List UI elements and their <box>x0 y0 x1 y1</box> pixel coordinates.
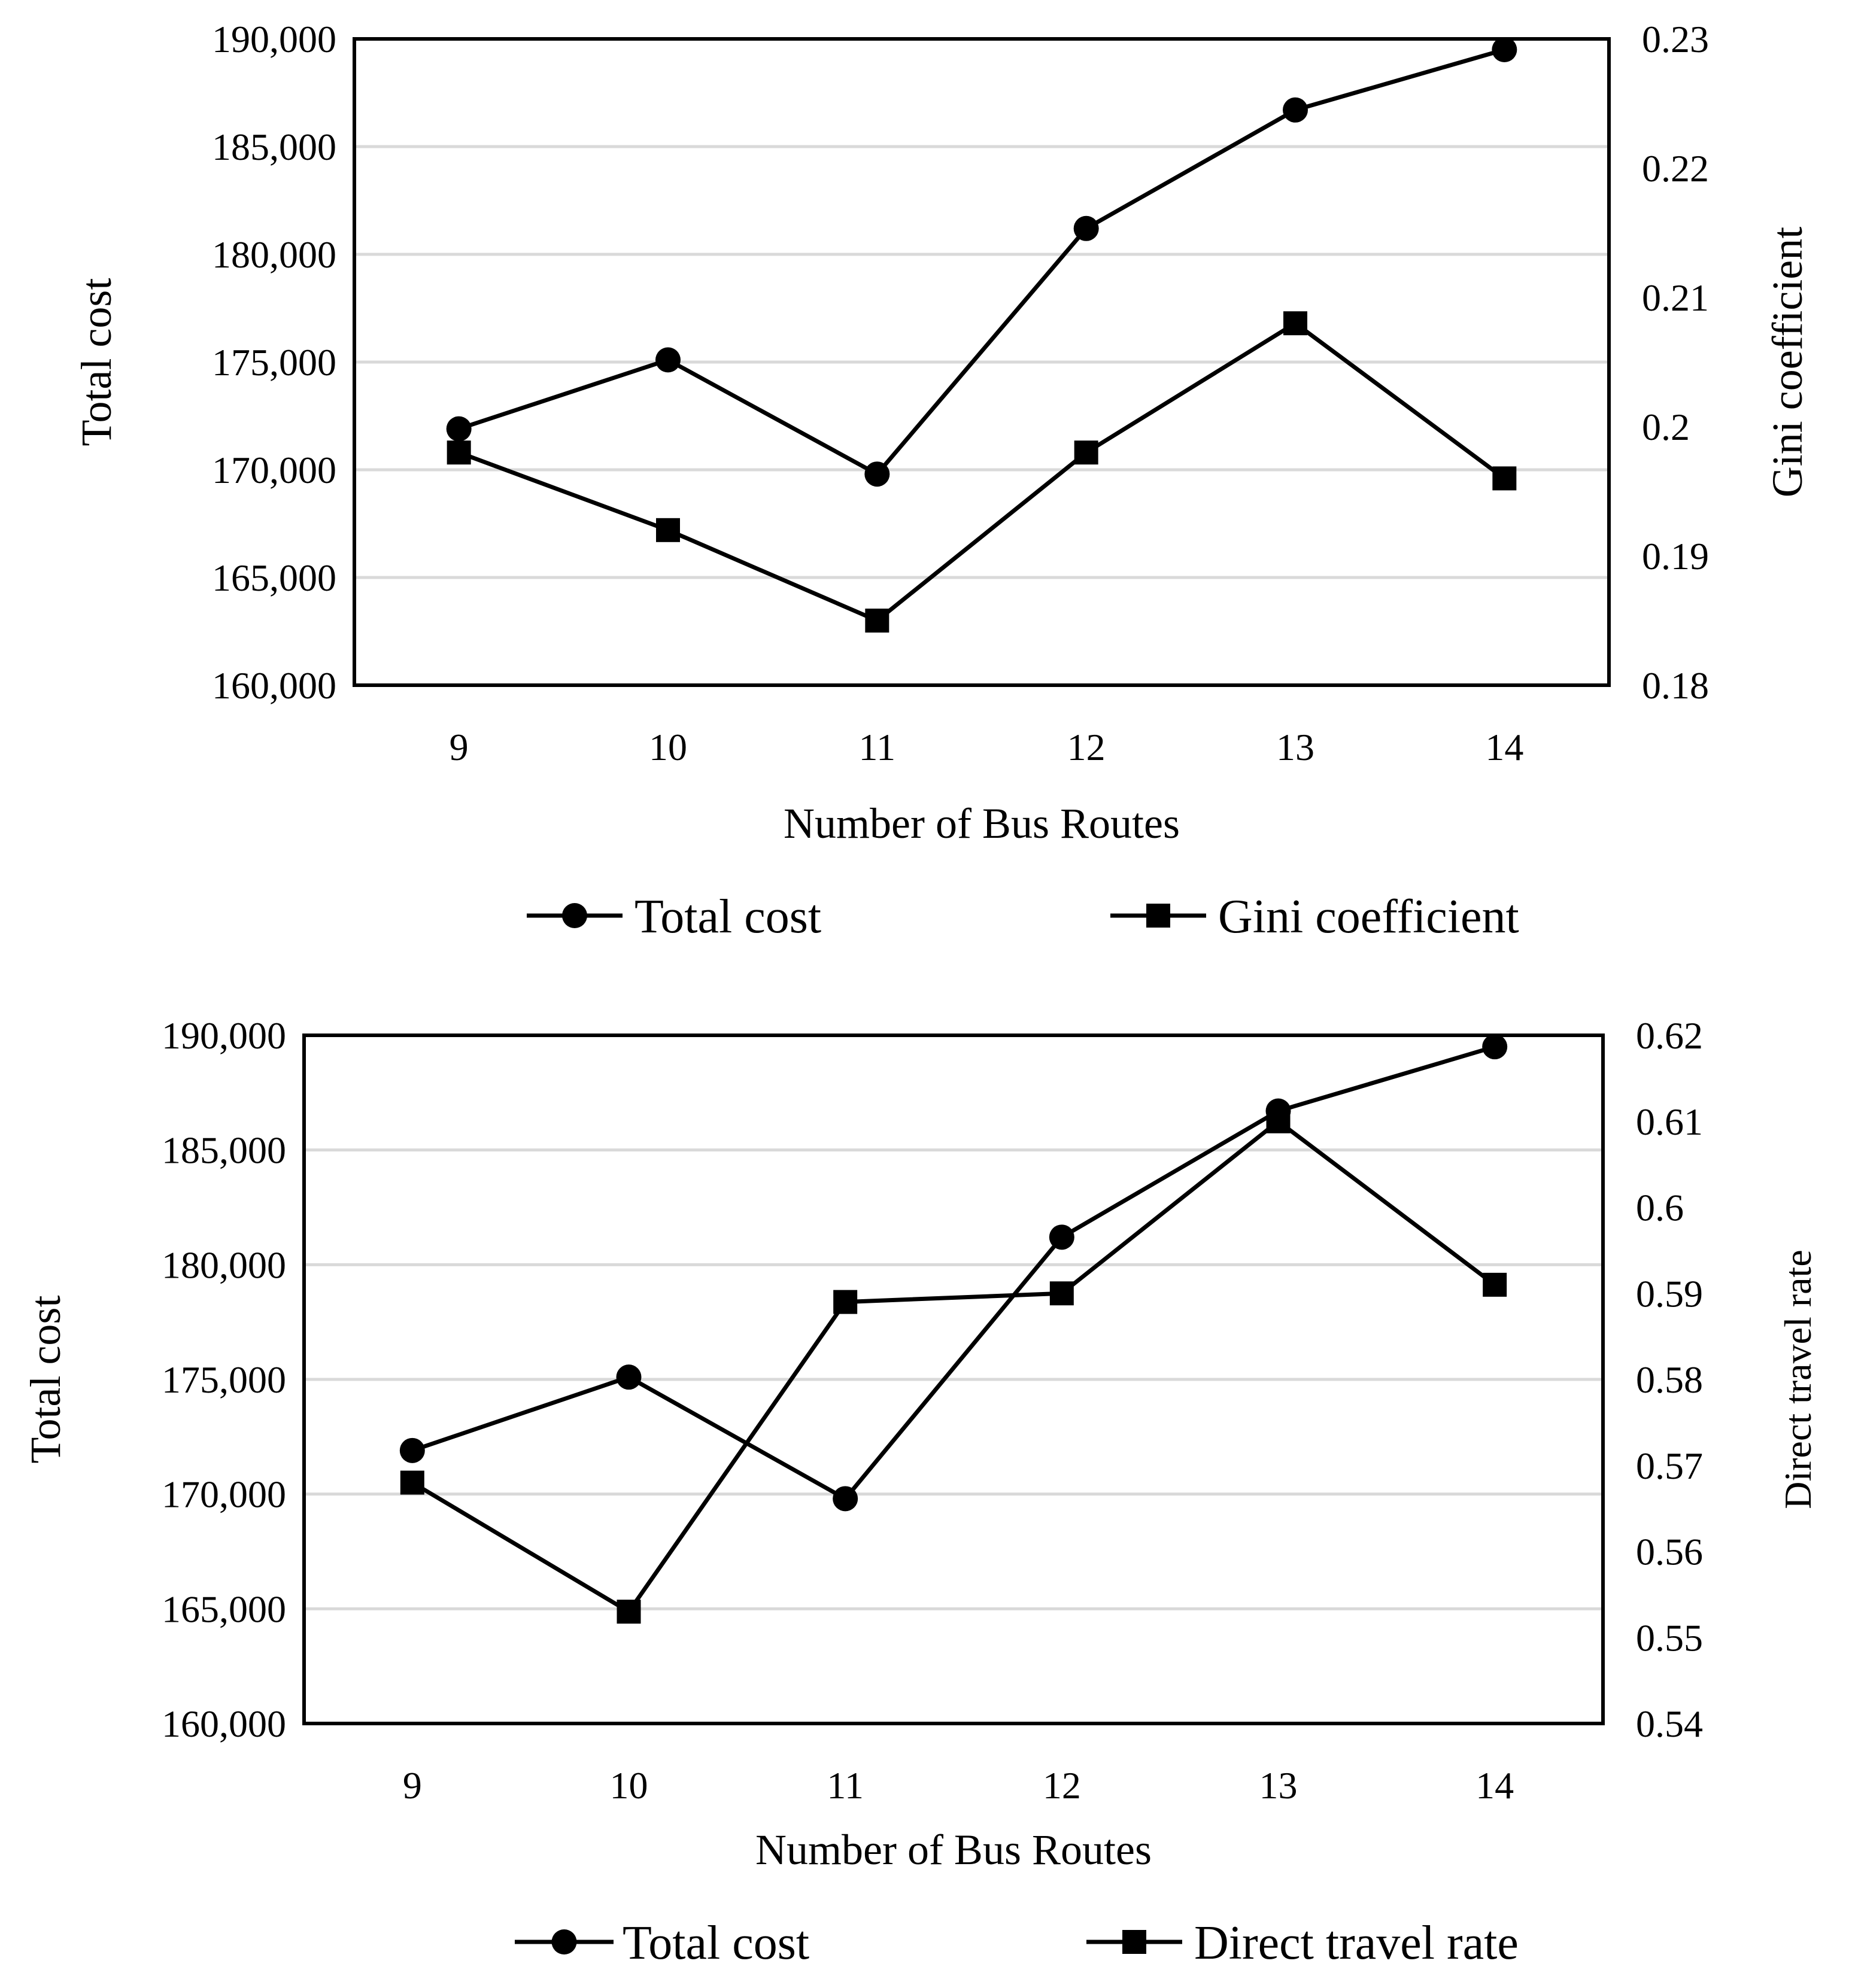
series-line-gini-coefficient <box>458 321 1506 623</box>
data-point-gini-coefficient <box>447 440 471 465</box>
right-y-axis-title: Gini coefficient <box>1763 227 1811 498</box>
x-axis-title: Number of Bus Routes <box>755 1826 1152 1874</box>
series-line-total-cost <box>458 47 1505 476</box>
data-point-total-cost <box>1283 97 1308 123</box>
data-point-total-cost <box>1049 1224 1074 1250</box>
x-tick-label: 14 <box>1485 726 1523 768</box>
legend-marker-total-cost <box>562 903 587 928</box>
left-y-tick-label: 185,000 <box>212 126 336 168</box>
left-y-tick-label: 160,000 <box>162 1703 286 1745</box>
data-point-total-cost <box>1492 37 1517 62</box>
data-point-total-cost <box>446 416 472 442</box>
left-y-axis-title: Total cost <box>22 1296 69 1464</box>
data-point-direct-travel-rate <box>1483 1272 1507 1297</box>
right-y-tick-label: 0.55 <box>1636 1616 1703 1659</box>
data-point-direct-travel-rate <box>1049 1281 1074 1306</box>
legend-label-direct-travel-rate: Direct travel rate <box>1194 1917 1519 1969</box>
left-y-tick-label: 180,000 <box>212 233 336 276</box>
right-y-tick-label: 0.6 <box>1636 1187 1684 1229</box>
data-point-direct-travel-rate <box>833 1290 858 1314</box>
right-y-tick-label: 0.62 <box>1636 1014 1703 1057</box>
data-point-gini-coefficient <box>865 609 889 633</box>
x-tick-label: 12 <box>1067 726 1106 768</box>
left-y-tick-label: 160,000 <box>212 664 336 707</box>
series-line-direct-travel-rate <box>411 1119 1496 1614</box>
legend-marker-total-cost <box>551 1929 577 1954</box>
x-tick-label: 10 <box>649 726 687 768</box>
data-point-total-cost <box>1482 1034 1508 1060</box>
plot-area-border <box>302 1033 1605 1725</box>
x-tick-label: 11 <box>827 1764 864 1807</box>
left-y-tick-label: 165,000 <box>212 557 336 599</box>
right-y-tick-label: 0.23 <box>1642 18 1709 60</box>
x-tick-label: 12 <box>1043 1764 1081 1807</box>
left-y-tick-label: 190,000 <box>162 1014 286 1057</box>
left-y-tick-label: 165,000 <box>162 1588 286 1630</box>
right-y-tick-label: 0.22 <box>1642 147 1709 190</box>
legend-label-total-cost: Total cost <box>634 890 821 943</box>
chart-2: 160,000 165,000 170,000 175,000 180,000 185,0… <box>22 1014 1819 1969</box>
data-point-direct-travel-rate <box>617 1600 641 1624</box>
legend-marker-gini-coefficient <box>1146 904 1170 928</box>
data-point-gini-coefficient <box>1492 466 1517 491</box>
left-y-tick-label: 175,000 <box>212 341 336 384</box>
data-point-gini-coefficient <box>1283 311 1307 336</box>
right-y-tick-label: 0.57 <box>1636 1445 1703 1487</box>
left-y-tick-label: 185,000 <box>162 1129 286 1172</box>
series-line-total-cost <box>411 1044 1496 1501</box>
x-axis-title: Number of Bus Routes <box>784 800 1180 847</box>
legend-label-gini-coefficient: Gini coefficient <box>1218 890 1519 943</box>
right-y-tick-label: 0.58 <box>1636 1358 1703 1401</box>
x-tick-label: 10 <box>610 1764 648 1807</box>
right-y-tick-label: 0.19 <box>1642 535 1709 577</box>
left-y-tick-label: 180,000 <box>162 1244 286 1286</box>
plot-area-border <box>353 37 1611 687</box>
x-tick-label: 9 <box>450 726 469 768</box>
x-tick-label: 14 <box>1475 1764 1514 1807</box>
left-y-tick-label: 175,000 <box>162 1358 286 1401</box>
right-y-tick-label: 0.21 <box>1642 276 1709 319</box>
data-point-total-cost <box>399 1437 425 1463</box>
legend-marker-direct-travel-rate <box>1122 1930 1146 1954</box>
right-y-tick-label: 0.2 <box>1642 406 1690 448</box>
left-y-axis-title: Total cost <box>72 278 120 446</box>
left-y-tick-label: 190,000 <box>212 18 336 60</box>
chart-1: 160,000 165,000 170,000 175,000 180,000 185,0… <box>72 18 1811 943</box>
right-y-tick-label: 0.54 <box>1636 1703 1703 1745</box>
data-point-gini-coefficient <box>1074 440 1098 465</box>
data-point-total-cost <box>864 461 890 487</box>
x-tick-label: 13 <box>1276 726 1314 768</box>
x-tick-label: 9 <box>403 1764 422 1807</box>
right-y-tick-label: 0.61 <box>1636 1101 1703 1143</box>
data-point-direct-travel-rate <box>1266 1109 1291 1133</box>
right-y-tick-label: 0.59 <box>1636 1272 1703 1315</box>
legend-label-total-cost: Total cost <box>623 1917 809 1969</box>
x-tick-label: 11 <box>859 726 896 768</box>
left-y-tick-label: 170,000 <box>212 449 336 491</box>
right-y-tick-label: 0.56 <box>1636 1531 1703 1573</box>
x-tick-label: 13 <box>1259 1764 1298 1807</box>
data-point-total-cost <box>655 347 681 373</box>
data-point-total-cost <box>1073 215 1099 241</box>
left-y-tick-label: 170,000 <box>162 1473 286 1516</box>
right-y-axis-title: Direct travel rate <box>1777 1250 1819 1509</box>
right-y-tick-label: 0.18 <box>1642 664 1709 707</box>
data-point-gini-coefficient <box>656 518 680 542</box>
data-point-direct-travel-rate <box>400 1470 424 1495</box>
data-point-total-cost <box>616 1364 642 1390</box>
data-point-total-cost <box>833 1486 858 1512</box>
